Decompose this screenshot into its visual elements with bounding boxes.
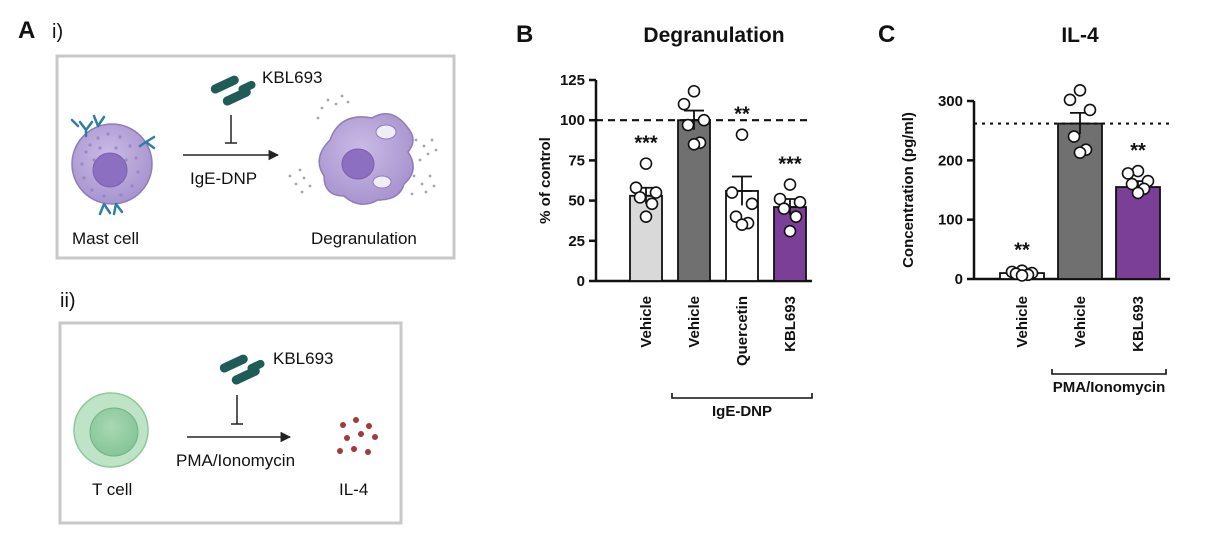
degranulating-cell-illustration [288, 94, 438, 205]
y-tick-label: 100 [938, 212, 963, 229]
category-label: Vehicle [1072, 296, 1089, 348]
t-cell-illustration [73, 392, 149, 468]
data-point [777, 202, 791, 215]
kbl693-bacteria-icon-2 [219, 354, 265, 385]
data-point [677, 97, 691, 111]
y-tick-label: 25 [568, 233, 585, 250]
data-point [1015, 269, 1029, 282]
data-point [1073, 146, 1087, 159]
category-label: KBL693 [782, 296, 799, 352]
panel-letter: B [516, 21, 533, 48]
significance-marker: ** [1014, 240, 1030, 262]
data-point [639, 210, 653, 223]
significance-marker: ** [734, 104, 750, 126]
data-point [645, 197, 659, 211]
stimulus-label-ige-dnp: IgE-DNP [190, 169, 257, 188]
y-tick-label: 50 [568, 193, 585, 210]
category-label: Vehicle [638, 296, 655, 348]
category-label: Quercetin [734, 296, 751, 366]
data-point [1131, 186, 1145, 200]
data-point [725, 186, 739, 199]
y-tick-label: 0 [577, 273, 585, 290]
y-tick-label: 300 [938, 93, 963, 110]
chart-degranulation: B Degranulation % of control 0 25 50 75 100 125 *… [516, 21, 813, 420]
significance-marker: *** [778, 154, 802, 176]
label-t-cell: T cell [92, 480, 132, 499]
label-degranulation: Degranulation [311, 229, 417, 248]
data-point [687, 138, 701, 151]
significance-marker: *** [634, 133, 658, 155]
stimulus-label-pma-ionomycin: PMA/Ionomycin [176, 451, 295, 470]
data-point [735, 128, 749, 141]
label-il4: IL-4 [339, 480, 368, 499]
y-axis-label: Concentration (pg/ml) [900, 112, 917, 268]
data-point [783, 178, 797, 191]
data-point [1131, 164, 1145, 178]
group-bracket [671, 393, 813, 399]
chart-title: IL-4 [1061, 24, 1099, 47]
data-point [681, 118, 695, 132]
data-point [1067, 130, 1081, 143]
bar [629, 194, 663, 282]
data-point [735, 218, 749, 232]
data-point [633, 191, 647, 204]
data-point [687, 84, 701, 98]
y-axis-label: % of control [537, 137, 554, 224]
group-bracket-label: IgE-DNP [712, 403, 772, 420]
y-tick-label: 0 [955, 271, 963, 288]
data-point [783, 224, 797, 238]
il4-dots-illustration [337, 417, 378, 455]
chart-title: Degranulation [643, 24, 784, 47]
data-point [1083, 103, 1097, 117]
y-tick-label: 200 [938, 152, 963, 169]
group-bracket [1051, 369, 1167, 375]
panel-letter-a: A [18, 17, 35, 44]
drug-label-kbl693: KBL693 [262, 68, 323, 87]
data-point [1121, 167, 1135, 180]
mast-cell-illustration [70, 114, 156, 216]
data-point [1125, 177, 1139, 191]
kbl693-bacteria-icon [210, 75, 256, 106]
category-label: Vehicle [686, 296, 703, 348]
chart-il4: C IL-4 Concentration (pg/ml) 0 100 200 300 ** **… [878, 21, 1170, 396]
significance-marker: ** [1130, 140, 1146, 162]
group-bracket-label: PMA/Ionomycin [1053, 379, 1166, 396]
y-tick-label: 125 [560, 72, 585, 89]
data-point [789, 210, 803, 223]
panel-a-sub-label-ii: ii) [60, 290, 76, 312]
label-mast-cell: Mast cell [72, 229, 139, 248]
panel-letter: C [878, 21, 895, 48]
data-point [697, 113, 711, 127]
data-point [1063, 93, 1077, 107]
data-point [745, 197, 759, 211]
panel-a-sub-label-i: i) [52, 21, 63, 43]
drug-label-kbl693-2: KBL693 [273, 349, 334, 368]
bar [1115, 186, 1161, 280]
category-label: KBL693 [1130, 296, 1147, 352]
data-point [639, 157, 653, 170]
y-tick-label: 75 [568, 152, 585, 169]
data-point [793, 195, 807, 209]
data-point [649, 186, 663, 199]
y-tick-label: 100 [560, 112, 585, 129]
data-point [1073, 84, 1087, 97]
category-label: Vehicle [1014, 296, 1031, 348]
